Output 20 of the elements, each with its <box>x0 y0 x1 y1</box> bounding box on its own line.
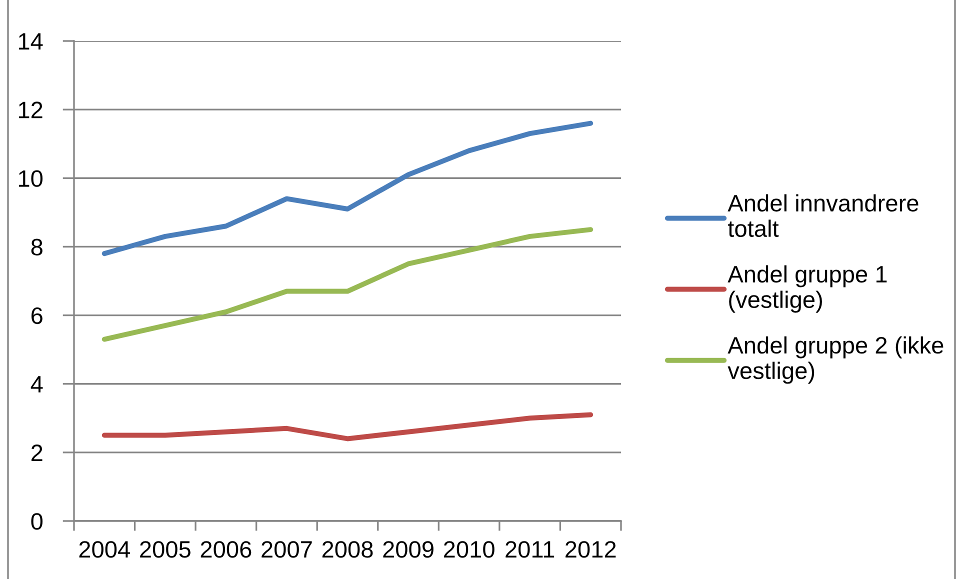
y-tick-label: 10 <box>18 170 43 187</box>
x-tick-label: 2007 <box>262 541 312 558</box>
x-tick-label: 2005 <box>140 541 190 558</box>
y-tick-label: 12 <box>18 102 42 118</box>
y-tick-label: 6 <box>32 307 42 324</box>
y-tick-label: 8 <box>31 238 42 256</box>
legend-label: Andel gruppe 2 (ikke vestlige) <box>728 336 944 384</box>
x-tick-label: 2010 <box>444 541 494 558</box>
y-tick-label: 2 <box>32 444 42 461</box>
y-tick-label: 14 <box>18 33 43 50</box>
x-tick-label: 2008 <box>322 541 373 558</box>
x-tick-label: 2012 <box>566 541 616 558</box>
x-tick-label: 2011 <box>506 541 554 558</box>
legend-label: Andel innvandrere totalt <box>728 194 918 237</box>
legend-label: Andel gruppe 1 (vestlige) <box>728 265 887 313</box>
x-tick-label: 2009 <box>383 541 434 558</box>
y-tick-label: 4 <box>30 376 43 392</box>
x-tick-label: 2006 <box>200 541 252 558</box>
x-tick-label: 2004 <box>79 541 130 558</box>
y-tick-label: 0 <box>31 513 43 530</box>
